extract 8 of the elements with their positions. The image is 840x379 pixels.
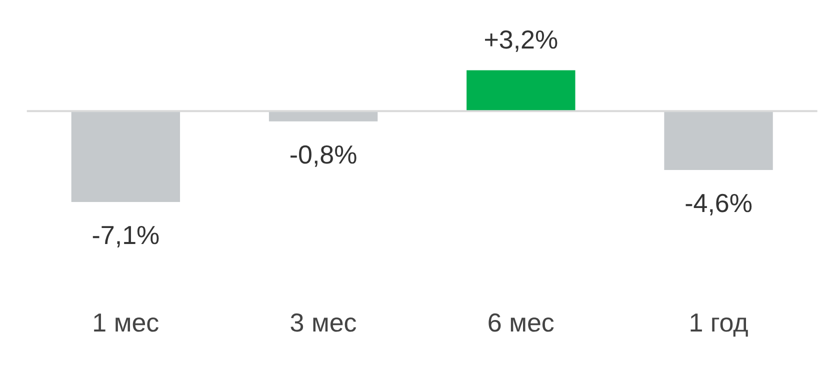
x-tick-label: 6 мес xyxy=(487,307,554,338)
x-tick-label: 1 мес xyxy=(92,307,160,338)
x-tick-label: 1 год xyxy=(688,307,748,338)
data-label: -4,6% xyxy=(684,188,752,218)
data-label: -7,1% xyxy=(92,220,160,250)
data-label: -0,8% xyxy=(289,140,358,170)
x-tick-label: 3 мес xyxy=(290,307,357,338)
data-label: +3,2% xyxy=(484,24,558,54)
